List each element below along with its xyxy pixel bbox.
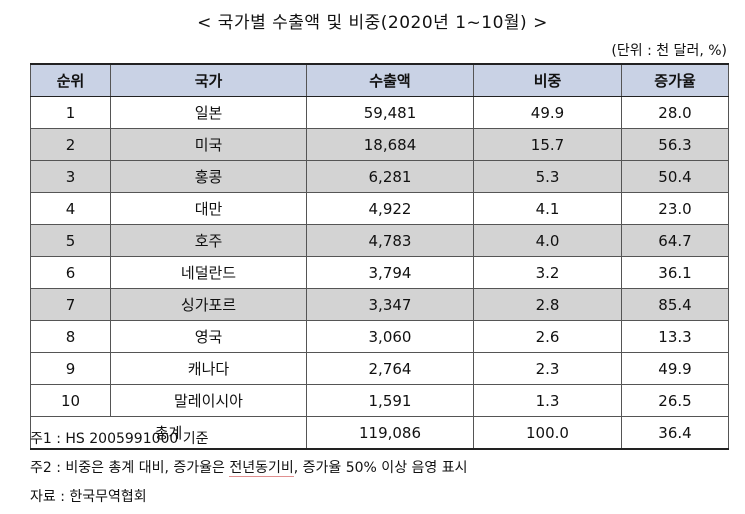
- table-row: 5 호주 4,783 4.0 64.7: [30, 224, 729, 257]
- cell-country: 영국: [110, 320, 307, 353]
- total-label: 총계: [30, 416, 307, 450]
- cell-growth: 56.3: [621, 128, 729, 161]
- cell-rank: 10: [30, 384, 111, 417]
- cell-country: 호주: [110, 224, 307, 257]
- table-row: 6 네덜란드 3,794 3.2 36.1: [30, 256, 729, 289]
- cell-rank: 1: [30, 96, 111, 129]
- cell-growth: 50.4: [621, 160, 729, 193]
- header-export: 수출액: [306, 63, 474, 97]
- cell-country: 일본: [110, 96, 307, 129]
- total-export: 119,086: [306, 416, 474, 450]
- source-note: 자료 : 한국무역협회: [30, 489, 147, 505]
- cell-export: 6,281: [306, 160, 474, 193]
- note-2-text-end: , 증가율 50% 이상 음영 표시: [293, 460, 468, 476]
- cell-share: 3.2: [473, 256, 622, 289]
- table-row: 9 캐나다 2,764 2.3 49.9: [30, 352, 729, 385]
- cell-growth: 36.1: [621, 256, 729, 289]
- table-row: 3 홍콩 6,281 5.3 50.4: [30, 160, 729, 193]
- cell-share: 15.7: [473, 128, 622, 161]
- cell-country: 홍콩: [110, 160, 307, 193]
- cell-share: 49.9: [473, 96, 622, 129]
- table-row: 10 말레이시아 1,591 1.3 26.5: [30, 384, 729, 417]
- cell-rank: 8: [30, 320, 111, 353]
- cell-growth: 13.3: [621, 320, 729, 353]
- table-title: < 국가별 수출액 및 비중(2020년 1~10월) >: [197, 13, 548, 33]
- header-row: 순위 국가 수출액 비중 증가율: [30, 63, 729, 97]
- cell-export: 3,794: [306, 256, 474, 289]
- cell-export: 3,347: [306, 288, 474, 321]
- total-growth: 36.4: [621, 416, 729, 450]
- cell-share: 2.8: [473, 288, 622, 321]
- cell-rank: 5: [30, 224, 111, 257]
- cell-rank: 3: [30, 160, 111, 193]
- cell-rank: 4: [30, 192, 111, 225]
- cell-growth: 49.9: [621, 352, 729, 385]
- unit-label: (단위 : 천 달러, %): [611, 43, 727, 59]
- cell-export: 18,684: [306, 128, 474, 161]
- total-share: 100.0: [473, 416, 622, 450]
- cell-rank: 7: [30, 288, 111, 321]
- notes-block: 주1 : HS 2005991000 기준 주2 : 비중은 총계 대비, 증가…: [30, 425, 468, 512]
- cell-export: 59,481: [306, 96, 474, 129]
- cell-share: 2.6: [473, 320, 622, 353]
- header-rank: 순위: [30, 63, 111, 97]
- note-2-underlined: 전년동기비: [229, 460, 294, 477]
- cell-growth: 26.5: [621, 384, 729, 417]
- cell-export: 4,922: [306, 192, 474, 225]
- table-row: 1 일본 59,481 49.9 28.0: [30, 96, 729, 129]
- table-row: 2 미국 18,684 15.7 56.3: [30, 128, 729, 161]
- cell-export: 2,764: [306, 352, 474, 385]
- header-growth: 증가율: [621, 63, 729, 97]
- cell-rank: 2: [30, 128, 111, 161]
- cell-share: 1.3: [473, 384, 622, 417]
- cell-growth: 28.0: [621, 96, 729, 129]
- cell-growth: 23.0: [621, 192, 729, 225]
- cell-country: 대만: [110, 192, 307, 225]
- table-row: 8 영국 3,060 2.6 13.3: [30, 320, 729, 353]
- table-row: 7 싱가포르 3,347 2.8 85.4: [30, 288, 729, 321]
- note-1: 주1 : HS 2005991000 기준: [30, 431, 209, 447]
- cell-export: 3,060: [306, 320, 474, 353]
- cell-export: 1,591: [306, 384, 474, 417]
- cell-country: 네덜란드: [110, 256, 307, 289]
- cell-share: 4.1: [473, 192, 622, 225]
- cell-growth: 85.4: [621, 288, 729, 321]
- cell-share: 2.3: [473, 352, 622, 385]
- cell-share: 4.0: [473, 224, 622, 257]
- cell-rank: 6: [30, 256, 111, 289]
- cell-growth: 64.7: [621, 224, 729, 257]
- cell-rank: 9: [30, 352, 111, 385]
- note-2-text: 주2 : 비중은 총계 대비, 증가율은: [30, 460, 230, 476]
- export-table: 순위 국가 수출액 비중 증가율 1 일본 59,481 49.9 28.0 2…: [30, 63, 729, 450]
- cell-country: 싱가포르: [110, 288, 307, 321]
- cell-share: 5.3: [473, 160, 622, 193]
- header-share: 비중: [473, 63, 622, 97]
- cell-country: 캐나다: [110, 352, 307, 385]
- table-row: 4 대만 4,922 4.1 23.0: [30, 192, 729, 225]
- total-row: 총계 119,086 100.0 36.4: [30, 416, 729, 450]
- cell-country: 말레이시아: [110, 384, 307, 417]
- cell-export: 4,783: [306, 224, 474, 257]
- note-2: 주2 : 비중은 총계 대비, 증가율은 전년동기비, 증가율 50% 이상 음…: [30, 454, 468, 483]
- cell-country: 미국: [110, 128, 307, 161]
- header-country: 국가: [110, 63, 307, 97]
